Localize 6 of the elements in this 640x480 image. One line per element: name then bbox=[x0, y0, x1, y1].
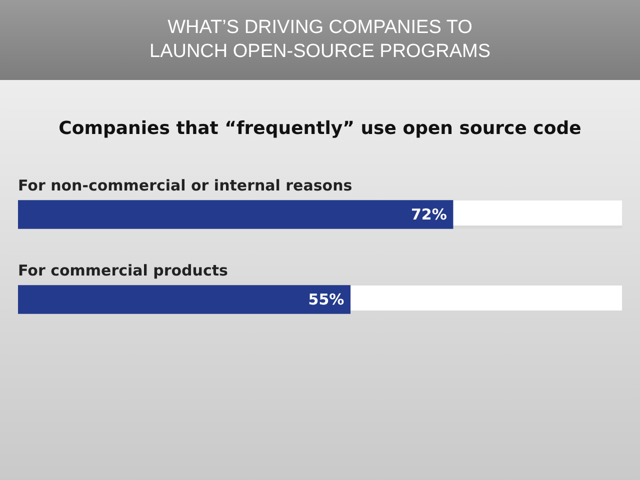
data-label: 72% bbox=[410, 205, 447, 224]
chart-title: WHAT’S DRIVING COMPANIES TO LAUNCH OPEN-SOURCE PROGRAMS bbox=[148, 16, 492, 64]
y-tick-label: For non-commercial or internal reasons bbox=[18, 176, 352, 194]
y-tick-label: For commercial products bbox=[18, 262, 228, 280]
chart-subtitle: Companies that “frequently” use open source code bbox=[58, 118, 582, 139]
data-label: 55% bbox=[308, 290, 344, 308]
